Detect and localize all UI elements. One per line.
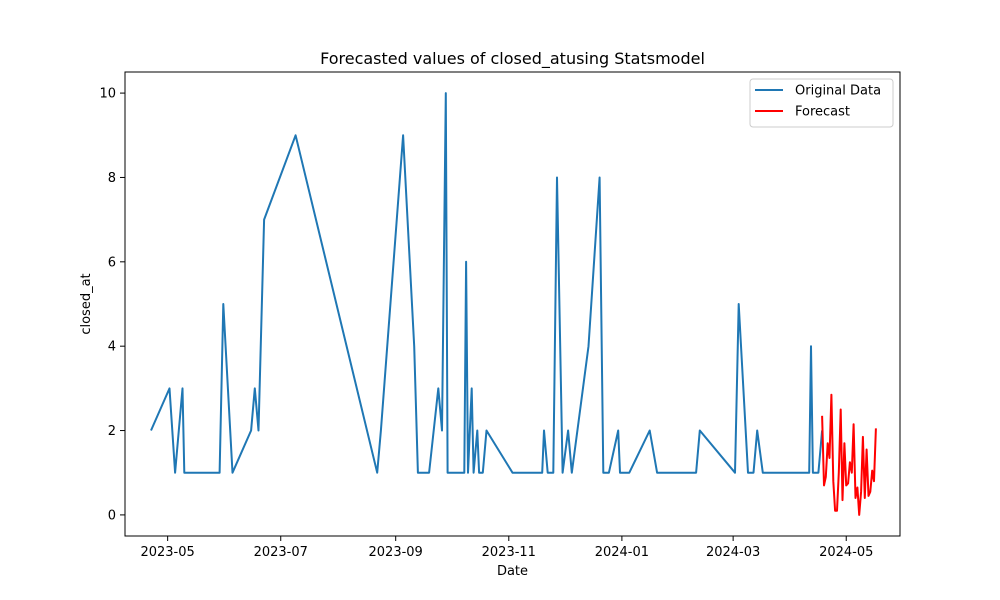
- y-tick-label: 10: [99, 87, 116, 102]
- plot-area: [125, 72, 900, 536]
- series-layer: [150, 92, 877, 516]
- x-tick-label: 2023-11: [482, 545, 536, 560]
- x-axis: 2023-05 2023-07 2023-09 2023-11 2024-01 2024-…: [140, 536, 873, 560]
- legend-label: Original Data: [795, 84, 881, 99]
- y-tick-label: 4: [108, 340, 116, 355]
- plot-frame: [124, 71, 901, 537]
- y-tick-label: 8: [108, 171, 116, 186]
- x-tick-label: 2023-05: [140, 545, 194, 560]
- y-tick-label: 0: [108, 508, 116, 523]
- x-tick-label: 2023-09: [369, 545, 423, 560]
- y-tick-label: 2: [108, 424, 116, 439]
- y-axis-label: closed_at: [79, 273, 94, 334]
- legend-label: Forecast: [795, 105, 850, 120]
- y-axis: 0 2 4 6 8 10: [99, 87, 125, 523]
- series-line-original-data: [150, 92, 824, 474]
- x-tick-label: 2023-07: [254, 545, 308, 560]
- y-tick-label: 6: [108, 255, 116, 270]
- x-tick-label: 2024-01: [595, 545, 649, 560]
- x-tick-label: 2024-03: [706, 545, 760, 560]
- x-tick-label: 2024-05: [819, 545, 873, 560]
- x-axis-label: Date: [497, 564, 528, 579]
- series-line-forecast: [821, 393, 877, 516]
- chart-title: Forecasted values of closed_atusing Stat…: [320, 49, 705, 69]
- legend: Original Data Forecast: [749, 78, 894, 128]
- legend-box: [749, 78, 894, 128]
